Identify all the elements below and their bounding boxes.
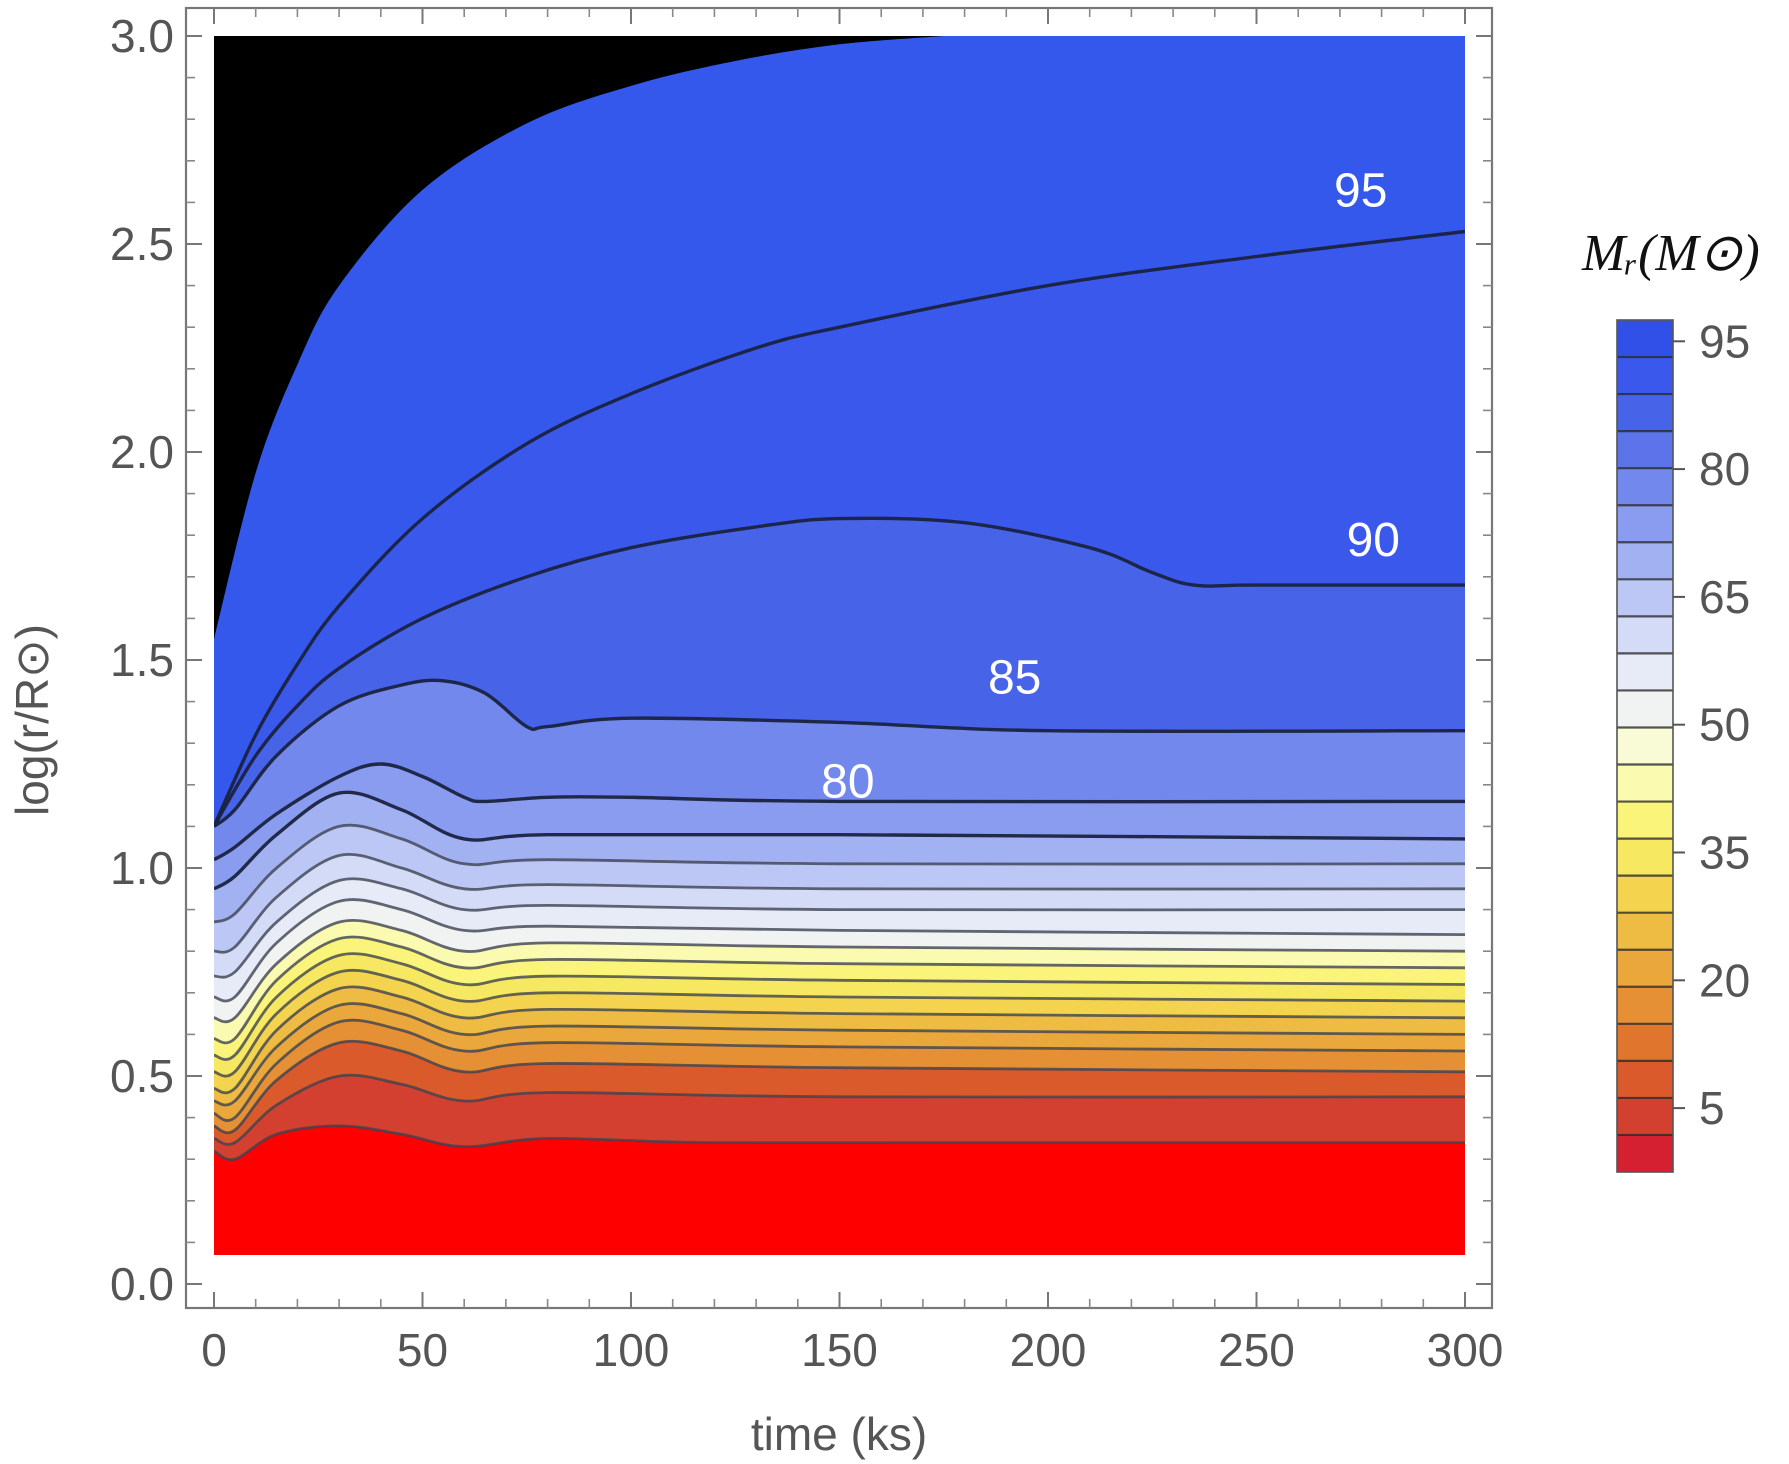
colorbar-band [1617, 1060, 1673, 1099]
colorbar-band [1617, 431, 1673, 469]
colorbar-tick-label-5: 5 [1699, 1082, 1725, 1134]
x-tick-label-0: 0 [201, 1324, 227, 1376]
contour-line-35 [214, 968, 1465, 1078]
y-tick-label-2.5: 2.5 [110, 218, 174, 270]
y-tick-label-2: 2.0 [110, 426, 174, 478]
colorbar-band [1617, 764, 1673, 803]
contour-label-90: 90 [1347, 514, 1400, 567]
contour-line-40 [214, 952, 1465, 1061]
contour-line-50 [214, 918, 1465, 1024]
colorbar-band [1617, 320, 1673, 358]
x-tick-label-100: 100 [593, 1324, 670, 1376]
contour-label-85: 85 [988, 651, 1041, 704]
contour-line-45 [214, 935, 1465, 1045]
contour-line-90 [214, 516, 1465, 828]
y-tick-label-1.5: 1.5 [110, 634, 174, 686]
x-tick-label-300: 300 [1427, 1324, 1504, 1376]
contour-line-55 [214, 898, 1465, 1003]
colorbar-band [1617, 986, 1673, 1025]
contour-line-80 [214, 762, 1465, 862]
colorbar-band [1617, 616, 1673, 654]
x-axis-title: time (ks) [751, 1408, 927, 1460]
contour-line-65 [214, 853, 1465, 954]
colorbar-band [1617, 1097, 1673, 1136]
y-tick-label-1: 1.0 [110, 842, 174, 894]
contour-line-10 [214, 1073, 1465, 1146]
contour-line-70 [214, 823, 1465, 924]
contour-label-80: 80 [821, 755, 874, 808]
colorbar-band [1617, 542, 1673, 580]
colorbar-band [1617, 505, 1673, 543]
contour-line-75 [214, 790, 1465, 891]
x-tick-label-250: 250 [1218, 1324, 1295, 1376]
colorbar-band [1617, 468, 1673, 506]
axis-ticks: 0 50 100 150 200 250 300 0.0 0.5 1.0 1.5 2.0 2.5 3.0 [110, 8, 1503, 1376]
contour-label-95: 95 [1334, 165, 1387, 218]
x-tick-label-150: 150 [801, 1324, 878, 1376]
contour-line-25 [214, 1002, 1465, 1107]
region-red-core [214, 1125, 1465, 1255]
colorbar-band [1617, 727, 1673, 766]
colorbar-band [1617, 949, 1673, 988]
contour-line-15 [214, 1039, 1465, 1135]
region-black-excluded [214, 36, 944, 640]
x-tick-label-200: 200 [1010, 1324, 1087, 1376]
y-tick-label-3: 3.0 [110, 10, 174, 62]
colorbar-band [1617, 357, 1673, 395]
x-tick-label-50: 50 [397, 1324, 448, 1376]
colorbar-title: Mᵣ(M⊙) [1581, 225, 1760, 282]
colorbar-tick-label-35: 35 [1699, 827, 1750, 879]
colorbar-band [1617, 1023, 1673, 1062]
y-tick-label-0: 0.0 [110, 1258, 174, 1310]
colorbar-tick-label-80: 80 [1699, 443, 1750, 495]
colorbar-band [1617, 653, 1673, 691]
colorbar-band [1617, 579, 1673, 617]
contour-plot-area [214, 36, 1465, 1255]
contour-labels: 95 90 85 80 [821, 165, 1400, 809]
colorbar-tick-label-50: 50 [1699, 699, 1750, 751]
colorbar-band [1617, 394, 1673, 432]
colorbar-legend: 5 20 35 50 65 80 95 [1616, 315, 1750, 1173]
colorbar-band [1617, 1134, 1673, 1173]
contour-line-85 [214, 678, 1465, 828]
colorbar-band [1617, 838, 1673, 877]
colorbar-tick-label-95: 95 [1699, 315, 1750, 367]
contour-line-95 [214, 229, 1465, 828]
contour-line-5 [214, 1124, 1465, 1162]
colorbar-frame [1616, 319, 1674, 1173]
colorbar-band [1617, 690, 1673, 728]
colorbar-tick-label-20: 20 [1699, 954, 1750, 1006]
contour-line-20 [214, 1018, 1465, 1122]
y-axis-title: log(r/R⊙) [6, 624, 58, 816]
contour-line-30 [214, 985, 1465, 1095]
colorbar-band [1617, 912, 1673, 951]
colorbar-band [1617, 875, 1673, 914]
colorbar-tick-label-65: 65 [1699, 571, 1750, 623]
contour-line-60 [214, 877, 1465, 979]
y-tick-label-0.5: 0.5 [110, 1050, 174, 1102]
colorbar-band [1617, 801, 1673, 840]
